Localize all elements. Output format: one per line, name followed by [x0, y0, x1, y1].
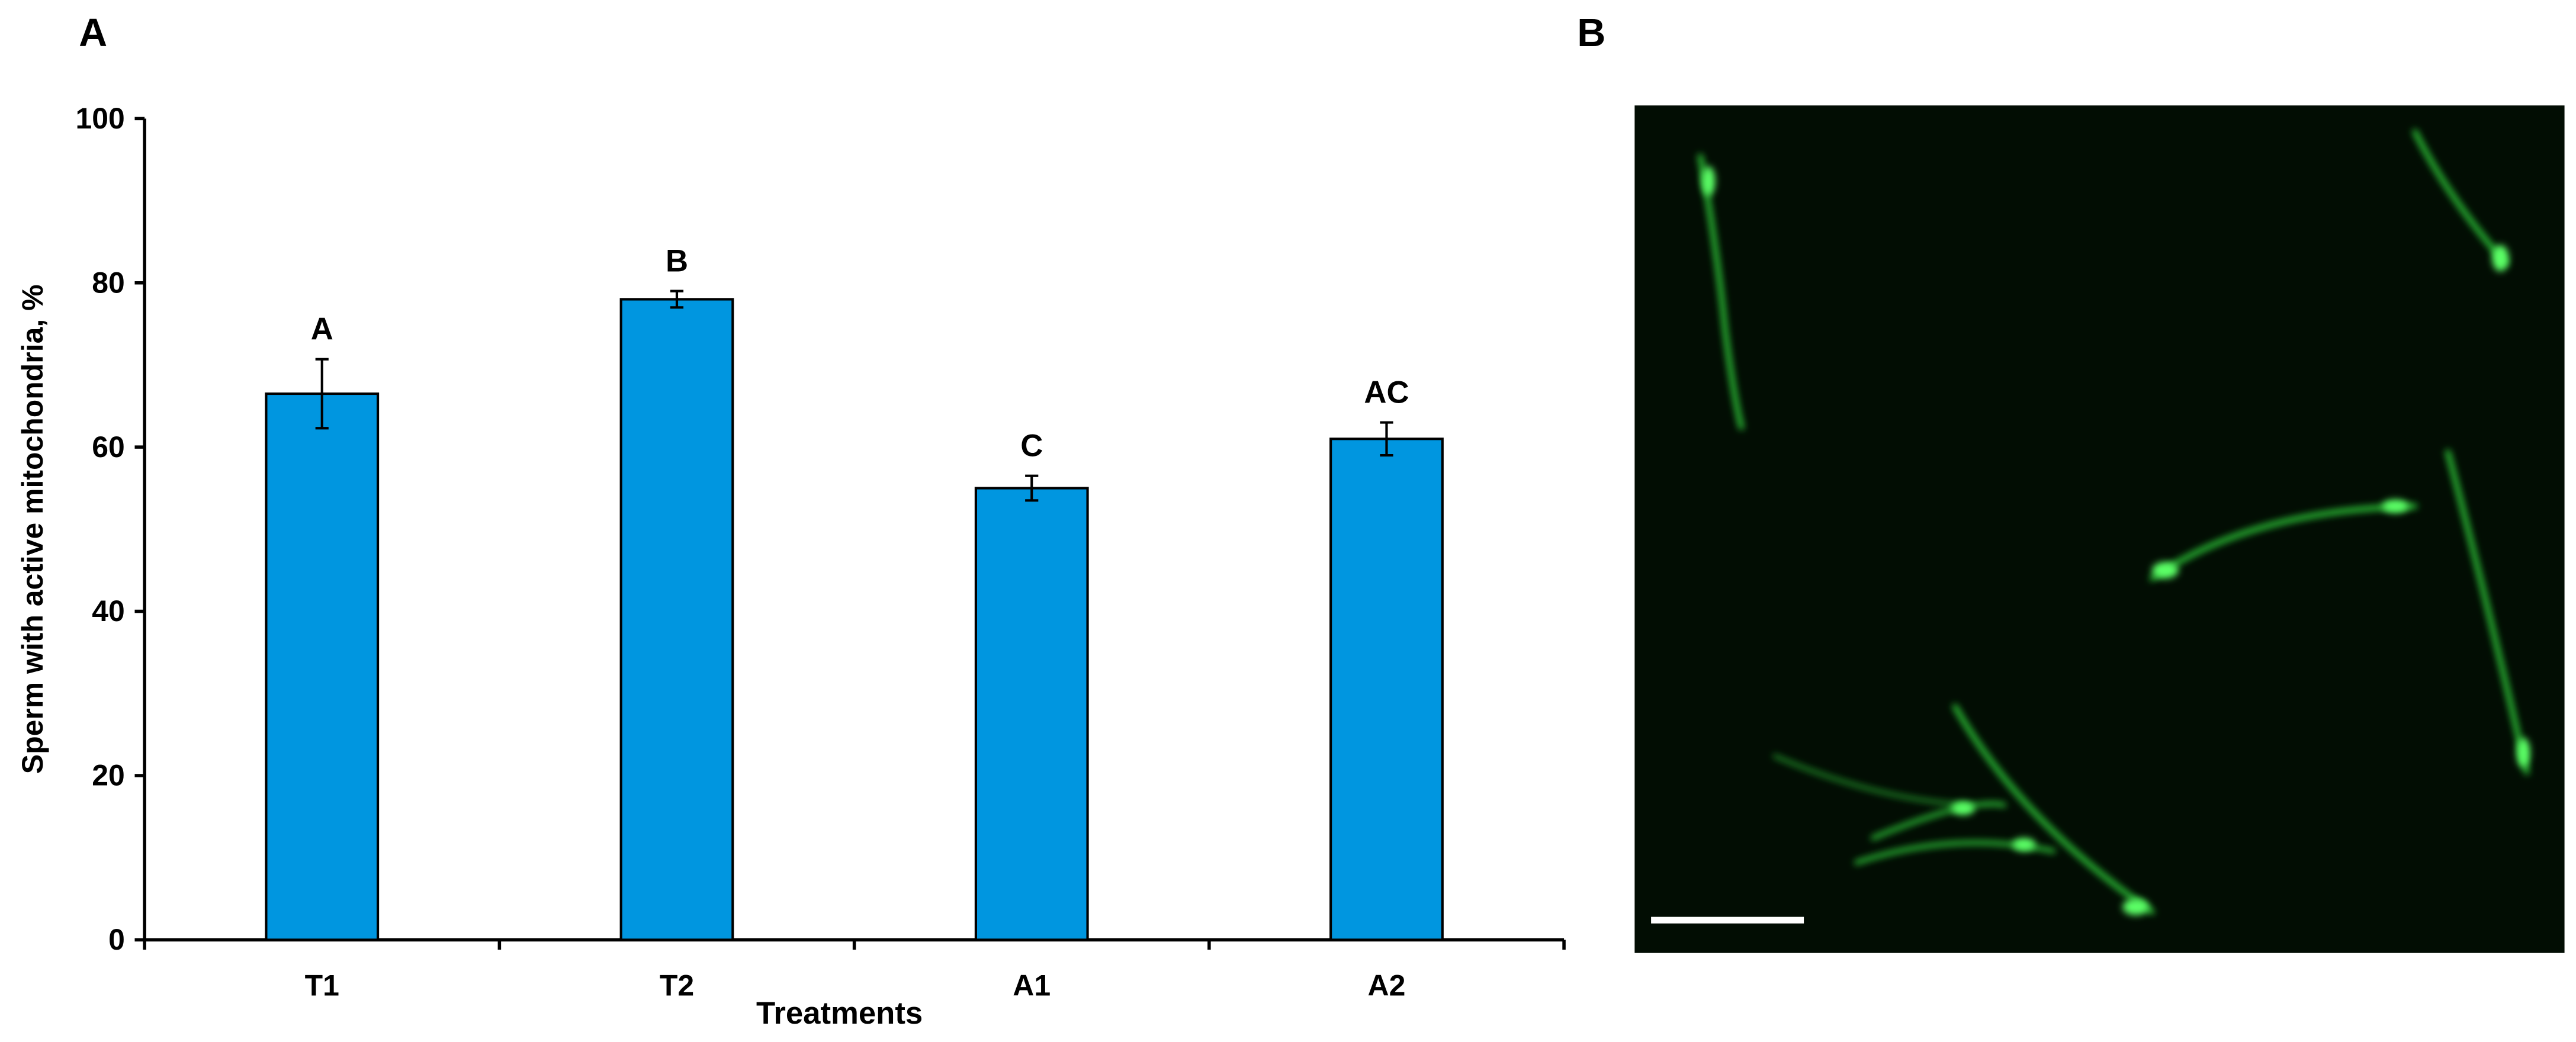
bar [265, 392, 380, 941]
significance-label: B [666, 243, 688, 278]
significance-label: A [311, 311, 333, 346]
bar [619, 298, 734, 941]
bar [1329, 438, 1444, 941]
y-tick-label: 0 [108, 923, 125, 956]
panel-label: B [1577, 11, 1605, 55]
y-tick-label: 60 [92, 430, 125, 464]
panel-label: A [79, 11, 107, 55]
micrograph [1634, 105, 2565, 953]
y-tick-label: 80 [92, 266, 125, 299]
x-axis-label: Treatments [756, 996, 923, 1031]
bar [974, 487, 1089, 941]
y-axis-label: Sperm with active mitochondria, % [16, 285, 49, 774]
x-tick-label: A2 [1368, 969, 1406, 1002]
image-background [1634, 105, 2565, 953]
x-tick-label: T2 [660, 969, 694, 1002]
x-tick-label: T1 [305, 969, 339, 1002]
significance-label: C [1020, 428, 1043, 463]
significance-label: AC [1364, 375, 1409, 410]
y-tick-label: 20 [92, 759, 125, 792]
sperm-heads [1702, 166, 2530, 915]
y-tick-label: 100 [76, 102, 125, 135]
x-tick-label: A1 [1013, 969, 1051, 1002]
y-tick-label: 40 [92, 594, 125, 628]
